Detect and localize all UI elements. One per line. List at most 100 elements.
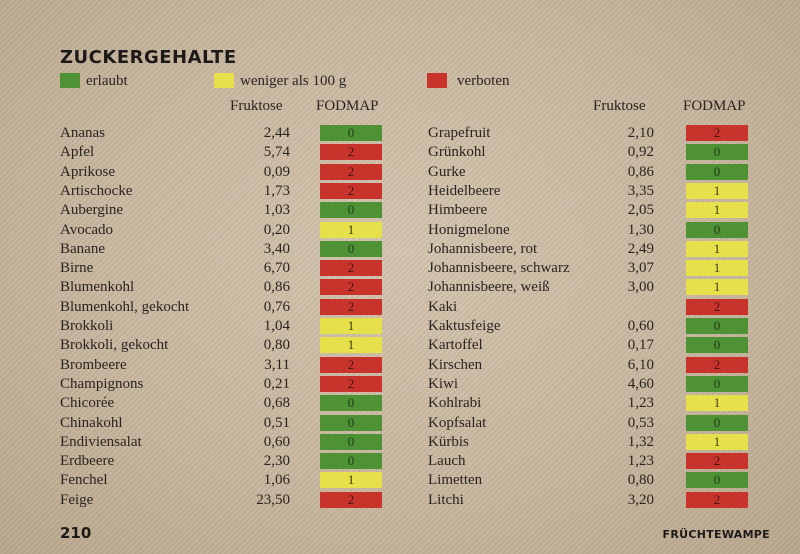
- item-name: Brokkoli, gekocht: [60, 337, 169, 354]
- legend-label-limited: weniger als 100 g: [240, 73, 347, 89]
- item-name: Heidelbeere: [428, 182, 501, 199]
- item-name: Aubergine: [60, 202, 124, 219]
- item-name: Gurke: [428, 163, 466, 180]
- fructose-value: 1,23: [627, 453, 654, 470]
- fructose-value: 1,32: [627, 433, 654, 450]
- fructose-value: 23,50: [256, 491, 290, 508]
- table-row: Kopfsalat 0,53 0: [428, 414, 748, 433]
- item-name: Ananas: [60, 125, 105, 141]
- table-row: Johannisbeere, weiß 3,00 1: [428, 278, 748, 297]
- table-row: Apfel 5,74 2: [60, 143, 382, 162]
- table-row: Blumenkohl, gekocht 0,76 2: [60, 298, 382, 317]
- table-row: Ananas 2,44 0: [60, 124, 382, 143]
- fructose-value: 0,92: [627, 144, 654, 161]
- item-name: Litchi: [428, 491, 464, 508]
- fodmap-badge: 0: [686, 163, 748, 180]
- fructose-value: 0,86: [263, 279, 290, 296]
- fodmap-badge: 2: [686, 356, 748, 373]
- fodmap-badge: 0: [686, 472, 748, 489]
- table-row: Blumenkohl 0,86 2: [60, 278, 382, 297]
- item-name: Brokkoli: [60, 318, 114, 334]
- fodmap-badge: 0: [686, 375, 748, 392]
- table-row: Lauch 1,23 2: [428, 452, 748, 471]
- fodmap-badge: 1: [686, 202, 748, 219]
- fodmap-badge: 2: [320, 144, 382, 161]
- item-name: Artischocke: [60, 182, 133, 199]
- table-row: Honigmelone 1,30 0: [428, 221, 748, 240]
- fodmap-badge: 0: [320, 433, 382, 450]
- fodmap-badge: 0: [320, 453, 382, 470]
- table-row: Johannisbeere, rot 2,49 1: [428, 240, 748, 259]
- right-column-header-fructose: Fruktose: [593, 98, 646, 114]
- table-row: Kürbis 1,32 1: [428, 433, 748, 452]
- fructose-value: 0,86: [627, 163, 654, 180]
- fodmap-badge: 0: [686, 221, 748, 238]
- item-name: Kaki: [428, 298, 458, 315]
- item-name: Banane: [60, 240, 105, 257]
- item-name: Fenchel: [60, 472, 108, 489]
- table-row: Fenchel 1,06 1: [60, 471, 382, 490]
- fodmap-badge: 1: [686, 395, 748, 412]
- table-row: Johannisbeere, schwarz 3,07 1: [428, 259, 748, 278]
- item-name: Champignons: [60, 375, 144, 392]
- table-row: Kiwi 4,60 0: [428, 375, 748, 394]
- legend-label-allowed: erlaubt: [86, 73, 128, 89]
- fructose-value: 3,07: [627, 260, 654, 277]
- fodmap-badge: 0: [320, 395, 382, 412]
- fructose-value: 0,20: [263, 221, 290, 238]
- fodmap-badge: 2: [686, 453, 748, 470]
- table-row: Limetten 0,80 0: [428, 471, 748, 490]
- item-name: Limetten: [428, 472, 483, 489]
- fructose-value: 0,53: [627, 414, 654, 431]
- fodmap-badge: 1: [686, 433, 748, 450]
- fructose-value: 3,40: [263, 240, 290, 257]
- table-row: Erdbeere 2,30 0: [60, 452, 382, 471]
- table-row: Brokkoli 1,04 1: [60, 317, 382, 336]
- table-row: Himbeere 2,05 1: [428, 201, 748, 220]
- fructose-value: 0,60: [263, 433, 290, 450]
- item-name: Avocado: [60, 221, 114, 238]
- table-row: Banane 3,40 0: [60, 240, 382, 259]
- table-row: Kaki 2: [428, 298, 748, 317]
- fructose-value: 0,09: [263, 163, 290, 180]
- fodmap-badge: 0: [320, 125, 382, 141]
- fructose-value: 0,80: [627, 472, 654, 489]
- fodmap-badge: 2: [686, 298, 748, 315]
- item-name: Kartoffel: [428, 337, 483, 354]
- fructose-value: 2,30: [263, 453, 290, 470]
- item-name: Apfel: [60, 144, 95, 161]
- fructose-value: 2,49: [627, 240, 654, 257]
- table-row: Birne 6,70 2: [60, 259, 382, 278]
- fructose-value: 2,05: [627, 202, 654, 219]
- table-row: Chicorée 0,68 0: [60, 394, 382, 413]
- item-name: Kaktusfeige: [428, 318, 501, 334]
- table-row: Aprikose 0,09 2: [60, 163, 382, 182]
- table-row: Gurke 0,86 0: [428, 163, 748, 182]
- fructose-value: 3,11: [264, 356, 290, 373]
- fodmap-badge: 2: [320, 356, 382, 373]
- right-column-header-fodmap: FODMAP: [683, 98, 746, 114]
- fructose-value: 0,51: [263, 414, 290, 431]
- fodmap-badge: 2: [320, 375, 382, 392]
- item-name: Grapefruit: [428, 125, 491, 141]
- item-name: Chinakohl: [60, 414, 123, 431]
- fructose-value: 0,21: [263, 375, 290, 392]
- table-row: Chinakohl 0,51 0: [60, 414, 382, 433]
- legend-label-forbidden: verboten: [457, 73, 510, 89]
- table-row: Feige 23,50 2: [60, 491, 382, 510]
- item-name: Johannisbeere, schwarz: [428, 260, 570, 277]
- fructose-value: 6,70: [263, 260, 290, 277]
- item-name: Kopfsalat: [428, 414, 487, 431]
- fructose-value: 3,20: [627, 491, 654, 508]
- page-title: ZUCKERGEHALTE: [60, 47, 237, 68]
- fodmap-badge: 0: [686, 144, 748, 161]
- fructose-value: 2,44: [263, 125, 290, 141]
- fodmap-badge: 2: [686, 491, 748, 508]
- table-row: Champignons 0,21 2: [60, 375, 382, 394]
- fodmap-badge: 1: [320, 318, 382, 334]
- fructose-value: 1,06: [263, 472, 290, 489]
- fodmap-badge: 0: [686, 337, 748, 354]
- table-row: Kartoffel 0,17 0: [428, 336, 748, 355]
- fodmap-badge: 0: [686, 318, 748, 334]
- table-row: Kirschen 6,10 2: [428, 356, 748, 375]
